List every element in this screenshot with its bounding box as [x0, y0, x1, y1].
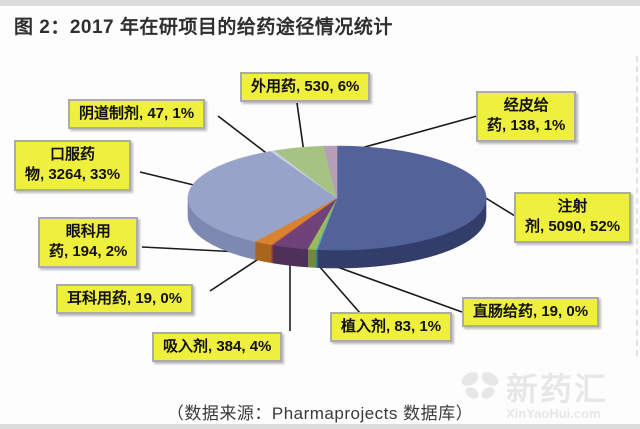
slice-label-inhalation: 吸入剂, 384, 4%	[152, 332, 283, 363]
source-note: （数据来源：Pharmaprojects 数据库）	[166, 404, 474, 423]
pie-top-faces	[187, 145, 487, 251]
pie-slice-口服药物	[187, 151, 338, 242]
slice-label-otic: 耳科用药, 19, 0%	[56, 284, 194, 315]
figure-title: 图 2：2017 年在研项目的给药途径情况统计	[14, 17, 393, 38]
slice-label-ophthalmic: 眼科用 药, 194, 2%	[38, 217, 139, 268]
pie-slice-经皮给药	[323, 145, 338, 199]
pie-slice-side	[307, 248, 316, 268]
top-border	[0, 0, 640, 6]
pie-slice-side	[254, 241, 272, 264]
watermark: 新药汇 XinYaoHui.com	[460, 364, 630, 421]
watermark-brand: 新药汇	[506, 371, 609, 407]
slice-label-injection: 注射 剂, 5090, 52%	[514, 192, 632, 243]
slice-label-topical: 外用药, 530, 6%	[240, 72, 371, 103]
slice-label-oral: 口服药 物, 3264, 33%	[14, 140, 132, 191]
slice-label-implant: 植入剂, 83, 1%	[330, 312, 453, 343]
watermark-dragonfly-icon	[461, 372, 499, 399]
slice-label-transdermal: 经皮给 药, 138, 1%	[476, 91, 577, 142]
bottom-border	[0, 424, 640, 429]
slice-label-vaginal: 阴道制剂, 47, 1%	[68, 99, 206, 130]
watermark-frame	[636, 56, 638, 356]
slice-label-rectal: 直肠给药, 19, 0%	[462, 297, 600, 328]
watermark-domain: XinYaoHui.com	[506, 406, 601, 421]
pie-slice-注射剂	[316, 145, 487, 251]
